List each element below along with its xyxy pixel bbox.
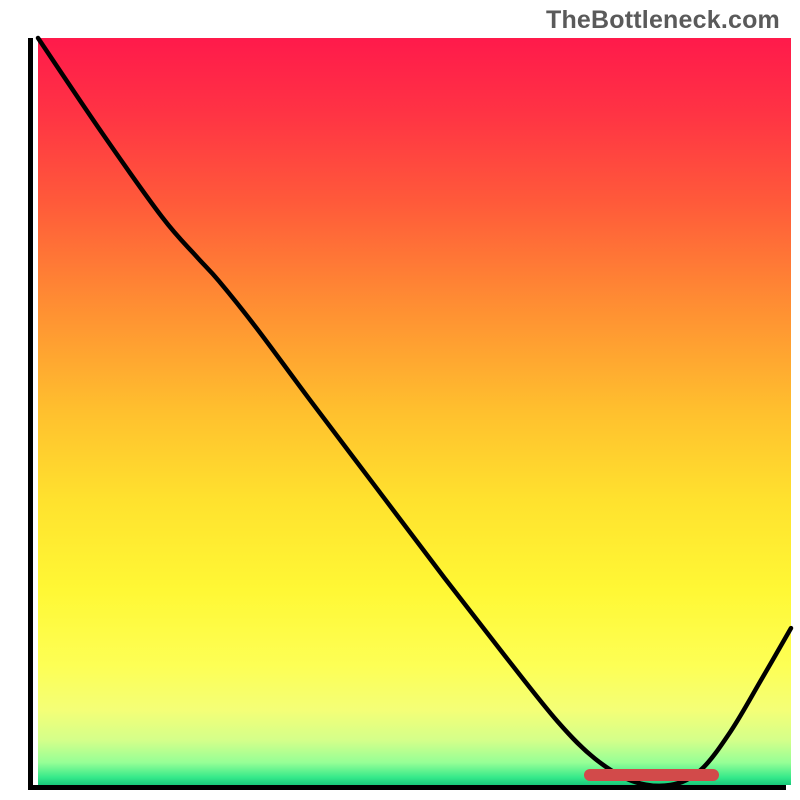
curve-path — [38, 38, 791, 786]
bottleneck-curve — [38, 38, 791, 785]
watermark-text: TheBottleneck.com — [546, 6, 780, 35]
plot-area — [28, 38, 786, 790]
chart-wrapper: TheBottleneck.com — [0, 0, 800, 800]
optimum-marker — [584, 769, 719, 781]
